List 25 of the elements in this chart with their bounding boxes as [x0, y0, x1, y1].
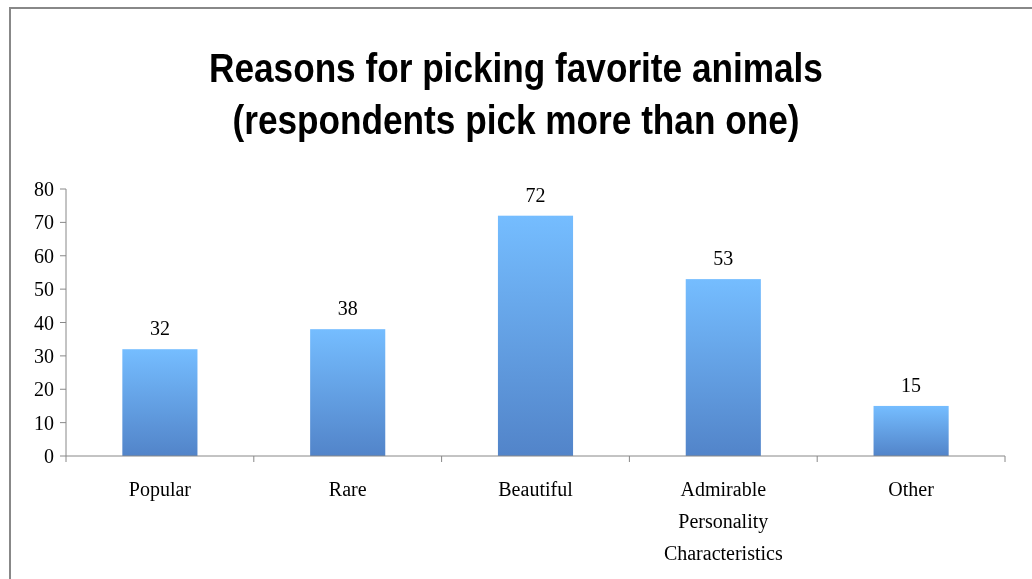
data-label: 72: [525, 183, 546, 206]
x-tick-label: Other: [888, 478, 935, 500]
y-tick-label: 70: [34, 211, 54, 234]
y-tick-label: 80: [34, 178, 54, 200]
bar: [310, 329, 386, 456]
x-tick-label: Beautiful: [498, 478, 574, 500]
y-tick-label: 50: [34, 278, 54, 301]
x-tick-label: Rare: [328, 478, 367, 500]
data-label: 38: [337, 297, 358, 320]
y-tick-label: 30: [34, 344, 54, 367]
y-tick-label: 10: [34, 411, 54, 434]
x-tick-label: Admirable Personality Characteristics: [663, 478, 783, 564]
x-tick-label: Popular: [128, 478, 192, 501]
data-label: 32: [149, 317, 170, 340]
y-tick-label: 60: [34, 244, 54, 267]
bar: [122, 349, 198, 456]
bar: [873, 405, 949, 456]
y-tick-label: 40: [34, 311, 54, 334]
bar: [497, 215, 574, 456]
data-label: 53: [713, 247, 734, 270]
bar: [685, 279, 761, 456]
chart-title: Reasons for picking favorite animals (respondents pick more than one): [209, 45, 823, 143]
y-tick-label: 20: [34, 378, 54, 401]
data-label: 15: [901, 373, 922, 396]
y-tick-label: 0: [44, 445, 54, 467]
